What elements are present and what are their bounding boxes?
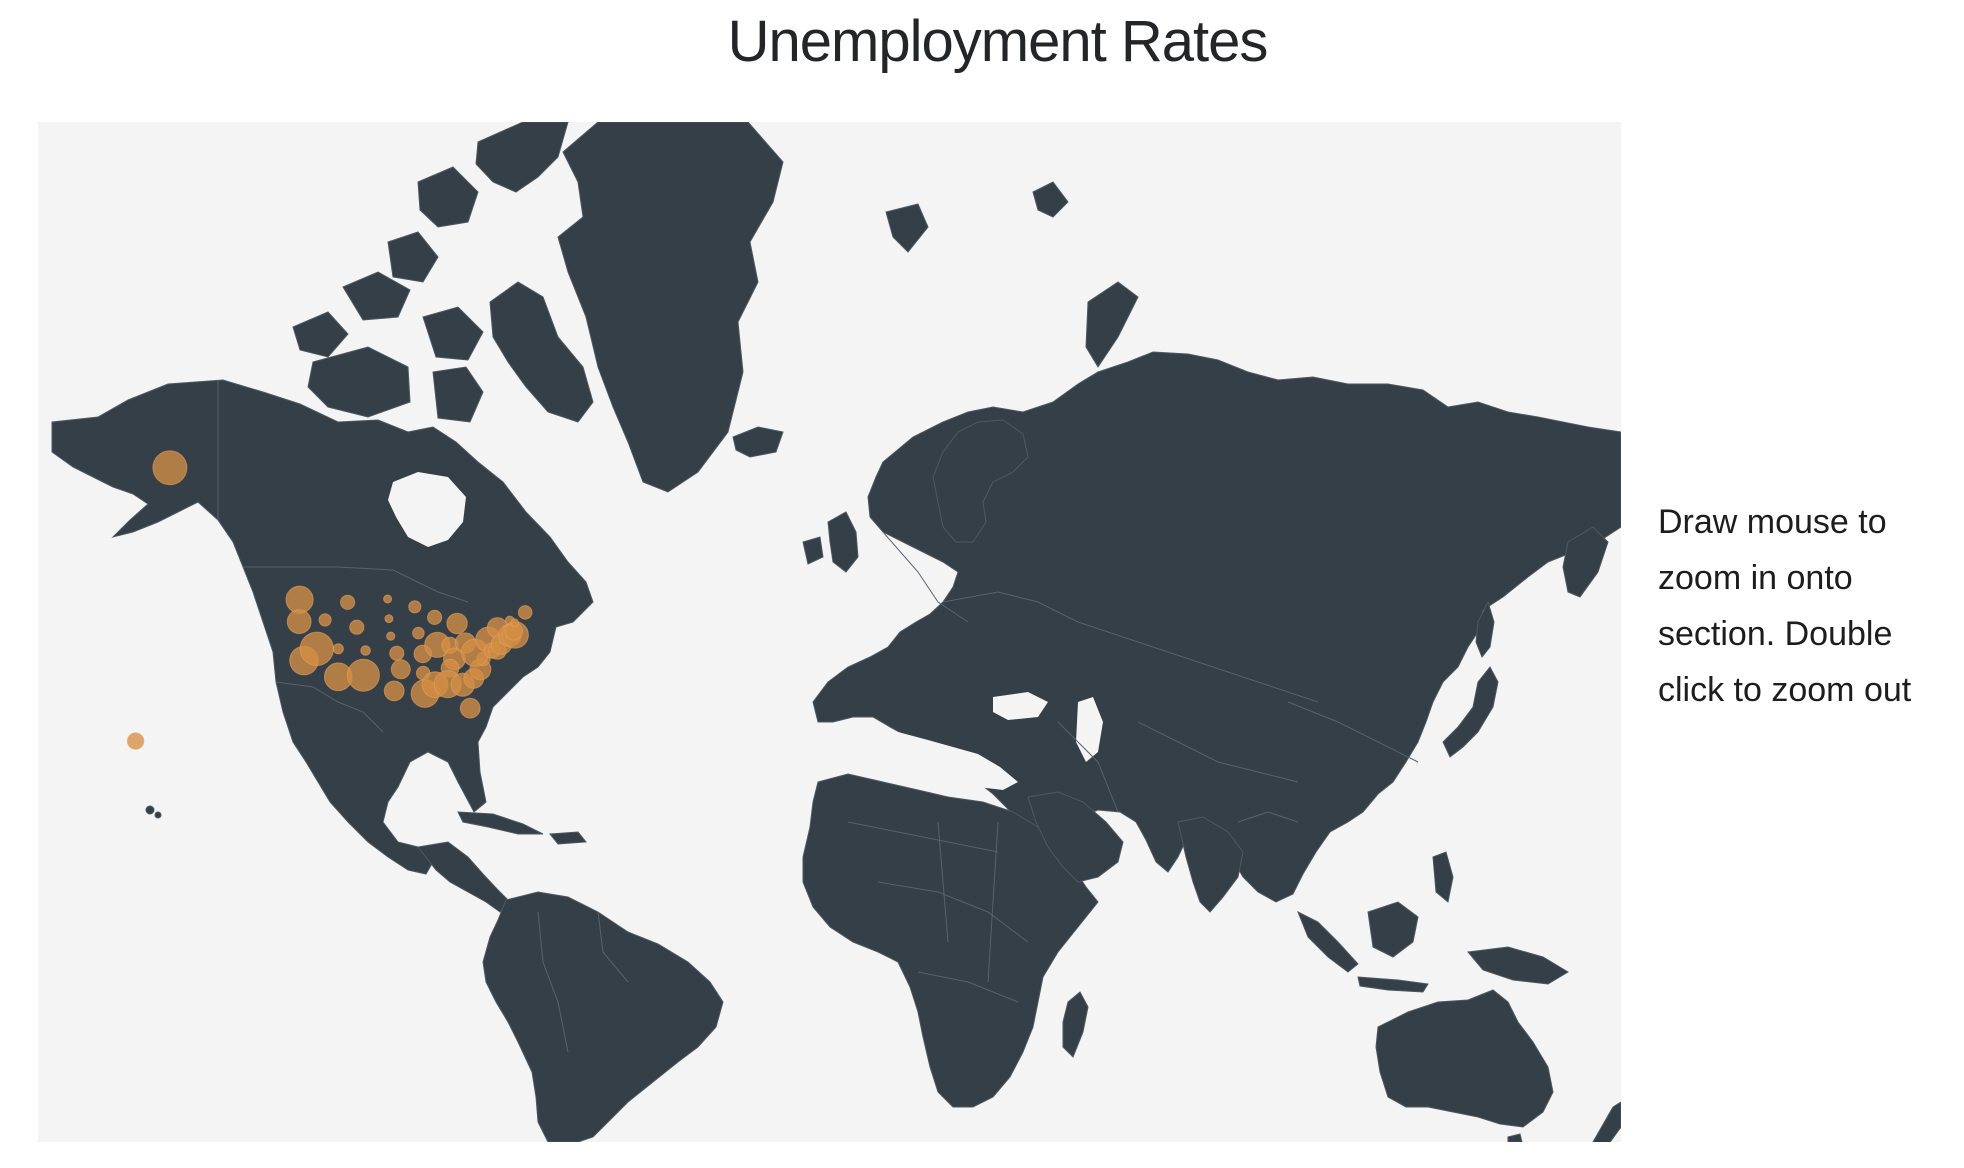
- unemployment-marker-iowa[interactable]: [412, 626, 425, 640]
- unemployment-marker-alaska[interactable]: [152, 450, 188, 486]
- arctic-island-6: [432, 366, 484, 423]
- borneo: [1367, 901, 1419, 958]
- unemployment-marker-south-dakota[interactable]: [384, 614, 394, 624]
- unemployment-marker-idaho[interactable]: [318, 613, 332, 627]
- unemployment-marker-north-dakota[interactable]: [383, 594, 393, 604]
- unemployment-marker-maine[interactable]: [517, 605, 533, 620]
- land-layer: [51, 122, 1621, 1142]
- victoria-island: [307, 346, 411, 418]
- arabian-peninsula: [1027, 791, 1124, 883]
- south-america: [482, 891, 724, 1142]
- unemployment-marker-kansas[interactable]: [389, 645, 405, 661]
- unemployment-marker-oregon[interactable]: [286, 609, 312, 635]
- greenland: [557, 122, 784, 493]
- cuba: [457, 811, 544, 835]
- unemployment-markers: [126, 450, 533, 750]
- africa: [802, 773, 1099, 1108]
- iceland: [732, 426, 784, 458]
- world-map-canvas[interactable]: [38, 122, 1621, 1142]
- tasmania: [1507, 1133, 1523, 1142]
- australia: [1375, 989, 1554, 1128]
- new-guinea: [1467, 946, 1569, 985]
- ellesmere-island: [475, 122, 569, 193]
- caspian-sea: [1076, 697, 1103, 762]
- map-title: Unemployment Rates: [727, 9, 1269, 74]
- baffin-island: [489, 281, 594, 423]
- unemployment-marker-hawaii[interactable]: [126, 732, 145, 750]
- arctic-island-2: [342, 271, 411, 321]
- black-sea: [993, 692, 1048, 720]
- kamchatka: [1562, 526, 1609, 598]
- arctic-island-3: [292, 311, 349, 358]
- unemployment-marker-wyoming[interactable]: [349, 619, 365, 635]
- java: [1357, 976, 1429, 993]
- arctic-island-5: [422, 306, 484, 361]
- mediterranean-sea: [836, 722, 1018, 790]
- hudson-bay: [388, 472, 466, 547]
- unemployment-marker-new-hampshire[interactable]: [510, 618, 520, 628]
- philippines: [1432, 851, 1454, 903]
- sakhalin: [1475, 600, 1495, 658]
- sumatra: [1297, 910, 1359, 973]
- new-zealand: [1592, 1101, 1621, 1142]
- eurasia: [812, 351, 1621, 903]
- unemployment-marker-texas[interactable]: [383, 680, 405, 702]
- unemployment-marker-montana[interactable]: [340, 594, 356, 610]
- great-britain: [827, 511, 859, 573]
- hispaniola: [549, 831, 587, 845]
- arctic-island-4: [387, 231, 439, 283]
- country-borders: [217, 380, 1419, 1053]
- franz-josef: [1032, 181, 1069, 218]
- unemployment-marker-new-mexico[interactable]: [346, 658, 380, 692]
- central-america: [417, 841, 511, 913]
- world-map[interactable]: [38, 122, 1621, 1142]
- japan: [1442, 666, 1499, 758]
- ireland: [802, 536, 824, 565]
- unemployment-marker-washington[interactable]: [285, 585, 314, 614]
- unemployment-marker-wisconsin[interactable]: [427, 609, 443, 625]
- unemployment-marker-nevada[interactable]: [299, 631, 334, 666]
- unemployment-marker-oklahoma[interactable]: [390, 659, 411, 680]
- madagascar: [1062, 991, 1089, 1058]
- novaya-zemlya: [1085, 281, 1139, 368]
- unemployment-marker-michigan[interactable]: [446, 612, 468, 635]
- scandinavia: [932, 419, 1029, 543]
- arctic-island-1: [417, 166, 479, 228]
- unemployment-marker-minnesota[interactable]: [408, 600, 422, 614]
- hawaii: [145, 805, 155, 815]
- unemployment-marker-florida[interactable]: [459, 697, 481, 719]
- india: [1177, 816, 1244, 913]
- svalbard: [885, 203, 929, 253]
- unemployment-marker-nebraska[interactable]: [386, 631, 396, 641]
- unemployment-marker-colorado[interactable]: [360, 645, 371, 656]
- unemployment-marker-utah[interactable]: [332, 643, 344, 655]
- zoom-instructions: Draw mouse to zoom in onto section. Doub…: [1658, 503, 1912, 709]
- hawaii-2: [154, 811, 162, 819]
